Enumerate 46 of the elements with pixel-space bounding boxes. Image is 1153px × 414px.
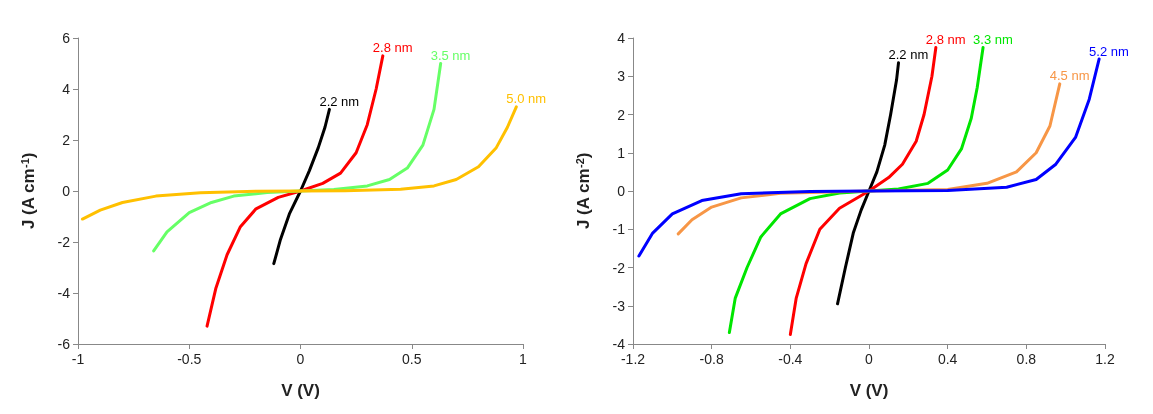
- y-tick-label: 2: [62, 132, 71, 148]
- series-label: 5.2 nm: [1089, 43, 1129, 59]
- line-series: [836, 61, 900, 306]
- x-tick-label: 0.4: [937, 351, 958, 367]
- series-label: 4.5 nm: [1049, 68, 1090, 84]
- x-tick-label: -1.2: [620, 351, 646, 367]
- y-tick-label: 1: [617, 144, 626, 161]
- line-series: [788, 46, 938, 336]
- series-label: 2.2 nm: [888, 47, 929, 63]
- y-axis-title: J (A cm-2): [573, 152, 593, 230]
- y-tick-label: 3: [617, 68, 626, 85]
- y-tick-label: 2: [617, 106, 626, 123]
- series-label: 5.0 nm: [506, 91, 547, 107]
- y-tick-label: -2: [612, 259, 626, 276]
- series-label: 2.2 nm: [319, 93, 360, 109]
- x-tick-label: 0: [296, 351, 305, 367]
- x-tick-label: -0.4: [778, 351, 803, 367]
- x-tick-label: 1: [519, 351, 528, 367]
- line-series: [637, 57, 1101, 258]
- x-tick-label: 0: [865, 351, 874, 367]
- line-series: [205, 54, 385, 328]
- x-tick-label: -0.5: [177, 351, 202, 367]
- y-tick-label: -3: [612, 297, 626, 314]
- series-label: 3.3 nm: [973, 32, 1013, 48]
- line-series: [80, 105, 518, 221]
- y-tick-label: 0: [62, 183, 71, 199]
- x-tick-label: 1.2: [1095, 351, 1115, 367]
- y-tick-label: -1: [612, 221, 626, 238]
- x-tick-label: 0.5: [402, 351, 422, 367]
- x-tick-label: -0.8: [699, 351, 724, 367]
- y-tick-label: -6: [57, 336, 71, 352]
- series-label: 2.8 nm: [372, 40, 413, 56]
- y-tick-label: 4: [62, 81, 71, 97]
- series-label: 3.5 nm: [430, 48, 471, 63]
- y-tick-label: 0: [617, 183, 626, 199]
- x-tick-label: 0.8: [1016, 351, 1037, 367]
- y-tick-label: -4: [57, 285, 71, 301]
- x-axis-title: V (V): [281, 381, 320, 400]
- y-tick-label: -4: [612, 336, 626, 352]
- y-tick-label: -2: [57, 234, 71, 250]
- series-label: 2.8 nm: [925, 32, 966, 48]
- x-axis-title: V (V): [849, 381, 889, 400]
- line-series: [272, 107, 331, 266]
- y-axis-title: J (A cm-1): [18, 152, 38, 230]
- y-tick-label: 4: [617, 30, 626, 46]
- y-tick-label: 6: [62, 30, 71, 46]
